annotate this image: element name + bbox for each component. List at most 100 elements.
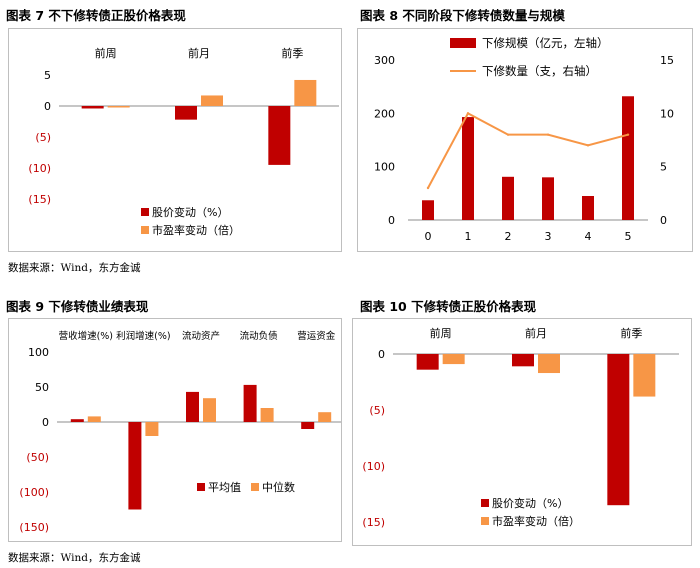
source-note-bottom: 数据来源：Wind，东方金诚 [8, 552, 141, 564]
x-tick-label: 2 [505, 230, 512, 243]
y-tick-label: 50 [35, 381, 49, 394]
line-point [506, 133, 510, 136]
bar-scale [622, 96, 634, 220]
bar-series2 [294, 79, 317, 106]
line-point [626, 133, 630, 136]
bar-series2 [318, 412, 332, 422]
category-label: 前月 [525, 326, 547, 340]
y-tick-label: (5) [35, 131, 51, 144]
y-right-tick-label: 15 [660, 54, 674, 67]
legend-label: 下修规模（亿元，左轴） [482, 36, 609, 50]
y-tick-label: 0 [44, 100, 51, 113]
legend-label: 平均值 [208, 481, 241, 494]
bar-series2 [538, 354, 560, 374]
x-tick-label: 4 [585, 230, 592, 243]
legend-label: 下修数量（支，右轴） [482, 64, 597, 78]
bar-series1 [81, 106, 104, 109]
line-point [426, 186, 430, 190]
y-right-tick-label: 0 [660, 214, 667, 227]
y-tick-label: (5) [369, 404, 385, 417]
bar-series1 [301, 422, 315, 429]
line-point [546, 133, 550, 136]
category-label: 前周 [95, 46, 117, 60]
legend-swatch [481, 517, 489, 525]
chart7-title: 图表 7 不下修转债正股价格表现 [6, 8, 186, 23]
category-label: 前周 [430, 326, 452, 340]
y-left-tick-label: 200 [374, 107, 395, 120]
legend-label: 股价变动（%） [492, 496, 568, 510]
bar-series2 [633, 354, 656, 397]
bar-series2 [107, 106, 130, 108]
bar-series1 [128, 422, 142, 510]
chart10-title: 图表 10 下修转债正股价格表现 [360, 299, 537, 314]
bar-series1 [416, 354, 439, 370]
y-tick-label: (15) [28, 193, 51, 206]
legend-swatch [251, 483, 259, 491]
x-tick-label: 0 [425, 230, 432, 243]
category-label: 前季 [620, 326, 642, 340]
y-tick-label: (100) [19, 486, 49, 499]
legend-label: 市盈率变动（倍） [492, 514, 580, 528]
legend-swatch [481, 499, 489, 507]
x-tick-label: 1 [465, 230, 472, 243]
bar-series1 [607, 354, 630, 506]
bar-series2 [87, 416, 101, 422]
legend-swatch [141, 226, 149, 234]
chart9-title: 图表 9 下修转债业绩表现 [6, 299, 149, 314]
bar-scale [542, 177, 554, 220]
legend-label: 市盈率变动（倍） [152, 223, 240, 237]
bar-series1 [268, 106, 291, 165]
chart9: 100 50 0 (50) (100) (150) 营收增速(%) 利润增速(%) 流动资产 流动… [8, 318, 342, 542]
bar-series2 [442, 354, 465, 365]
x-tick-label: 5 [625, 230, 632, 243]
bar-series1 [70, 419, 84, 422]
bar-series1 [243, 384, 257, 422]
bar-series2 [145, 422, 159, 436]
bar-series2 [201, 95, 223, 106]
y-tick-label: (10) [362, 460, 385, 473]
y-left-tick-label: 100 [374, 161, 395, 174]
category-label: 营收增速(%) [59, 330, 113, 342]
y-left-tick-label: 300 [374, 54, 395, 67]
y-left-tick-label: 0 [388, 214, 395, 227]
y-right-tick-label: 10 [660, 107, 674, 120]
category-label: 营运资金 [297, 330, 336, 342]
chart8: 0 100 200 300 0 5 10 15 0 1 2 3 4 5 下修规模（亿元，左轴） 下修数量（支，… [357, 28, 693, 252]
y-tick-label: (150) [19, 521, 49, 534]
y-tick-label: 0 [42, 416, 49, 429]
y-tick-label: 5 [44, 69, 51, 82]
legend-swatch-bar [450, 38, 476, 48]
y-tick-label: 0 [378, 348, 385, 361]
category-label: 前月 [188, 46, 210, 60]
bar-scale [462, 117, 474, 220]
bar-series2 [203, 398, 216, 422]
bar-scale [582, 196, 594, 220]
y-tick-label: 100 [28, 346, 49, 359]
bar-scale [502, 176, 514, 220]
category-label: 前季 [281, 46, 303, 60]
y-tick-label: (10) [28, 162, 51, 175]
chart8-title: 图表 8 不同阶段下修转债数量与规模 [360, 8, 565, 23]
y-right-tick-label: 5 [660, 161, 667, 174]
y-tick-label: (15) [362, 516, 385, 529]
bar-series1 [175, 106, 197, 120]
x-tick-label: 3 [545, 230, 552, 243]
bar-series1 [512, 354, 534, 367]
line-point [466, 112, 470, 115]
category-label: 流动负债 [240, 330, 279, 342]
legend-swatch [197, 483, 205, 491]
y-tick-label: (50) [26, 451, 49, 464]
bar-series1 [186, 391, 199, 422]
category-label: 利润增速(%) [116, 330, 170, 342]
bar-series2 [260, 408, 274, 422]
bar-scale [422, 200, 434, 220]
legend-swatch [141, 208, 149, 216]
category-label: 流动资产 [182, 330, 220, 342]
line-point [586, 144, 590, 147]
legend-label: 股价变动（%） [152, 205, 228, 219]
legend-label: 中位数 [262, 480, 295, 494]
line-count [427, 111, 629, 189]
source-note-top: 数据来源：Wind，东方金诚 [8, 262, 141, 274]
